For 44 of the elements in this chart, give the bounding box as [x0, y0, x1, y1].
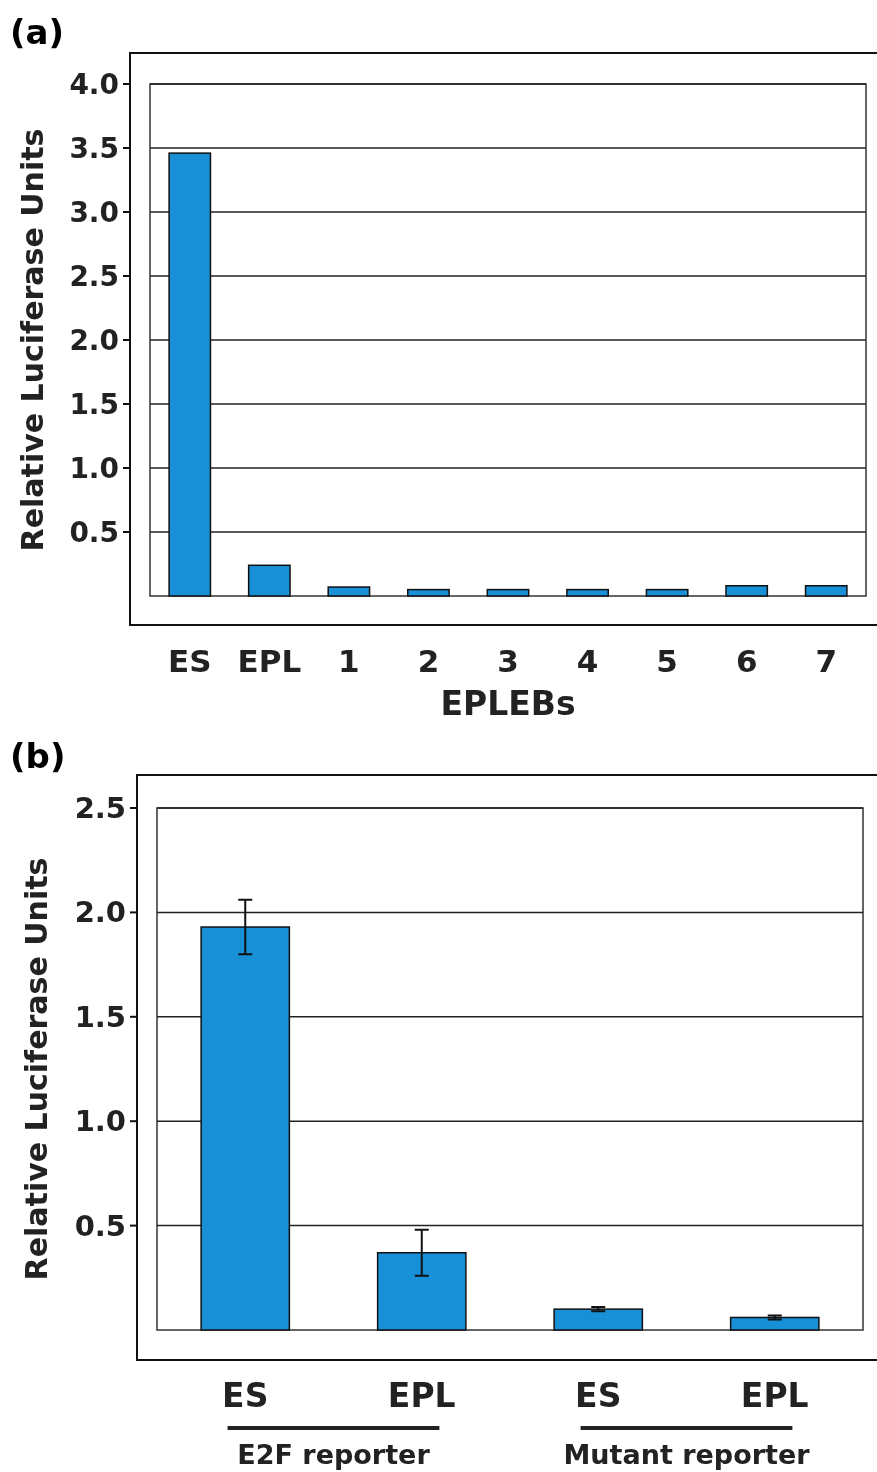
- bar: [566, 588, 609, 597]
- y-axis-title: Relative Luciferase Units: [14, 128, 50, 552]
- bar: [327, 586, 371, 597]
- y-tick-label: 3.0: [69, 195, 119, 229]
- y-tick-label: 3.5: [69, 131, 119, 165]
- bar: [725, 585, 769, 597]
- x-tick-label: 7: [815, 643, 838, 679]
- x-tick-label: EPL: [387, 1376, 456, 1415]
- bar: [645, 588, 689, 597]
- x-tick-label: 3: [497, 643, 519, 679]
- x-tick-label: 6: [735, 643, 758, 679]
- x-tick-label: 2: [417, 643, 440, 679]
- x-tick-label: 1: [338, 643, 360, 679]
- bar: [247, 564, 291, 597]
- y-tick-label: 2.0: [69, 323, 119, 357]
- y-axis-title: Relative Luciferase Units: [18, 857, 54, 1281]
- y-tick-label: 2.5: [69, 259, 119, 293]
- y-tick-label: 4.0: [69, 67, 119, 101]
- x-tick-label: ES: [168, 643, 212, 679]
- y-tick-label: 2.0: [74, 895, 126, 930]
- bar: [804, 585, 848, 597]
- bar: [168, 152, 212, 597]
- x-tick-label: ES: [575, 1376, 622, 1415]
- y-tick-label: 2.5: [74, 791, 126, 825]
- y-tick-label: 0.5: [69, 515, 119, 549]
- y-tick-label: 1.5: [74, 999, 126, 1034]
- x-axis-title: EPLEBs: [440, 684, 576, 723]
- text: E2F reporter: [237, 1439, 431, 1470]
- x-tick-label: EPL: [237, 643, 302, 679]
- x-tick-label: EPL: [740, 1376, 809, 1415]
- y-tick-label: 1.0: [74, 1104, 126, 1139]
- y-tick-label: 0.5: [74, 1208, 126, 1243]
- chart-title: (a): [10, 12, 65, 52]
- bar: [553, 1308, 644, 1331]
- y-tick-label: 1.5: [69, 387, 119, 421]
- text: Mutant reporter: [563, 1439, 811, 1470]
- x-tick-label: ES: [222, 1376, 269, 1415]
- x-tick-label: 5: [656, 643, 678, 679]
- chart-title: (b): [10, 736, 66, 776]
- x-tick-label: 4: [576, 643, 599, 679]
- bar: [407, 588, 450, 597]
- bar: [729, 1316, 820, 1331]
- y-tick-label: 1.0: [69, 451, 119, 485]
- bar: [486, 588, 530, 597]
